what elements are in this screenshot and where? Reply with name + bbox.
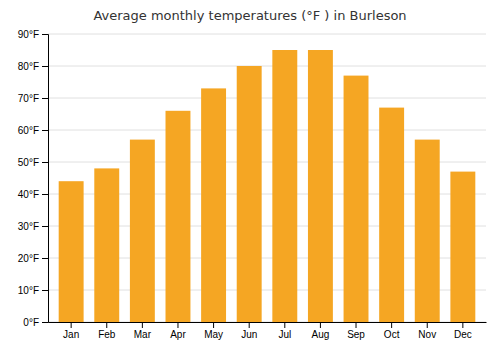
bar — [344, 76, 369, 322]
y-tick-label: 30°F — [18, 221, 39, 232]
x-tick-label: May — [204, 329, 223, 340]
x-tick: Oct — [384, 322, 400, 340]
y-tick-label: 80°F — [18, 61, 39, 72]
bar — [450, 172, 475, 322]
x-tick-mark — [356, 322, 357, 328]
x-tick-label: Aug — [312, 329, 330, 340]
bar — [272, 50, 297, 322]
x-tick-label: Jul — [278, 329, 291, 340]
y-tick: 40°F — [18, 189, 48, 200]
y-axis: 0°F 10°F 20°F 30°F 40°F 50°F 60°F 70°F 80°F 90°F — [18, 29, 49, 328]
y-tick: 10°F — [18, 285, 48, 296]
bar — [415, 140, 440, 322]
bar — [237, 66, 262, 322]
y-tick-label: 60°F — [18, 125, 39, 136]
x-tick-mark — [213, 322, 214, 328]
x-tick-mark — [249, 322, 250, 328]
x-tick-label: Oct — [384, 329, 400, 340]
x-tick: Nov — [418, 322, 436, 340]
grid-line — [48, 130, 486, 131]
y-tick: 60°F — [18, 125, 48, 136]
y-axis-line — [42, 35, 49, 323]
y-tick: 0°F — [23, 317, 48, 328]
y-tick-label: 20°F — [18, 253, 39, 264]
y-tick-mark — [42, 194, 48, 195]
grid-line — [48, 66, 486, 67]
x-tick: Aug — [312, 322, 330, 340]
x-tick: Dec — [454, 322, 472, 340]
y-tick-mark — [42, 162, 48, 163]
x-tick-label: Sep — [347, 329, 365, 340]
bar — [94, 168, 119, 322]
bars — [59, 50, 476, 322]
x-tick-label: Feb — [98, 329, 116, 340]
plot: 0°F 10°F 20°F 30°F 40°F 50°F 60°F 70°F 80°F 90°F J… — [18, 29, 487, 340]
y-tick-mark — [42, 66, 48, 67]
x-tick: Sep — [347, 322, 365, 340]
x-tick: Jun — [241, 322, 257, 340]
x-tick-mark — [320, 322, 321, 328]
x-tick-label: Jun — [241, 329, 257, 340]
y-tick: 70°F — [18, 93, 48, 104]
bar — [166, 111, 191, 322]
x-tick-label: Nov — [418, 329, 436, 340]
y-tick: 20°F — [18, 253, 48, 264]
y-tick-label: 90°F — [18, 29, 39, 40]
x-tick-mark — [142, 322, 143, 328]
x-tick-mark — [391, 322, 392, 328]
bar — [130, 140, 155, 322]
y-tick: 50°F — [18, 157, 48, 168]
y-tick-mark — [42, 226, 48, 227]
x-tick: Feb — [98, 322, 116, 340]
y-tick-label: 40°F — [18, 189, 39, 200]
x-tick: Jul — [278, 322, 291, 340]
bar — [201, 88, 226, 322]
bar — [59, 181, 84, 322]
grid — [48, 34, 486, 322]
x-tick-label: Apr — [170, 329, 186, 340]
x-tick-mark — [284, 322, 285, 328]
chart: 0°F 10°F 20°F 30°F 40°F 50°F 60°F 70°F 80°F 90°F J… — [0, 0, 500, 350]
y-tick-mark — [42, 258, 48, 259]
y-tick-mark — [42, 130, 48, 131]
y-tick: 30°F — [18, 221, 48, 232]
x-tick: May — [204, 322, 223, 340]
x-tick-label: Jan — [63, 329, 79, 340]
x-tick-mark — [462, 322, 463, 328]
title: Average monthly temperatures (°F ) in Bu… — [93, 8, 406, 23]
bar — [308, 50, 333, 322]
y-tick-label: 70°F — [18, 93, 39, 104]
y-tick-label: 0°F — [23, 317, 39, 328]
y-tick-mark — [42, 290, 48, 291]
x-axis: Jan Feb Mar Apr May Jun Jul Aug Sep Oct Nov Dec — [49, 322, 487, 340]
x-tick-mark — [106, 322, 107, 328]
x-tick-label: Mar — [134, 329, 152, 340]
grid-line — [48, 34, 486, 35]
x-tick-label: Dec — [454, 329, 472, 340]
y-tick-label: 10°F — [18, 285, 39, 296]
x-tick-mark — [71, 322, 72, 328]
y-tick: 90°F — [18, 29, 48, 40]
x-tick: Mar — [134, 322, 152, 340]
x-tick-mark — [427, 322, 428, 328]
grid-line — [48, 98, 486, 99]
x-tick: Jan — [63, 322, 79, 340]
bar — [379, 108, 404, 322]
y-tick-mark — [42, 34, 48, 35]
y-tick: 80°F — [18, 61, 48, 72]
x-tick: Apr — [170, 322, 186, 340]
x-tick-mark — [177, 322, 178, 328]
y-tick-mark — [42, 98, 48, 99]
y-tick-mark — [42, 322, 48, 323]
y-tick-label: 50°F — [18, 157, 39, 168]
x-axis-line — [49, 322, 487, 323]
